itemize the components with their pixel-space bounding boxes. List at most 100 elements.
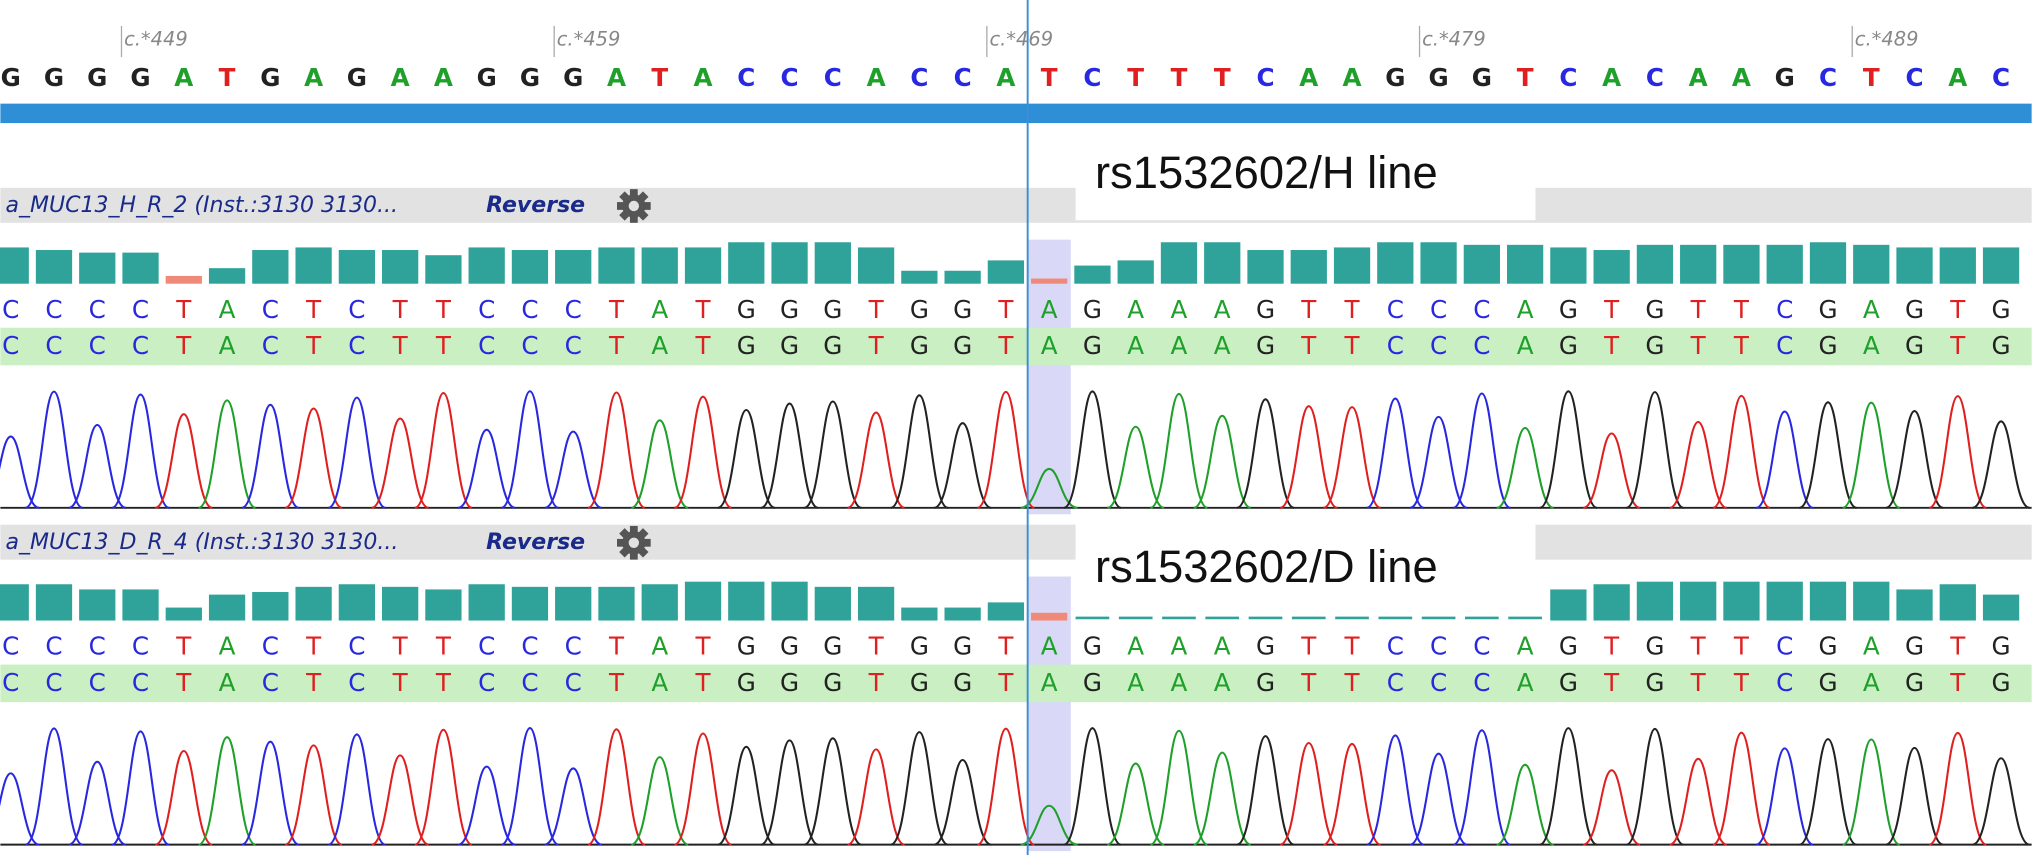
consensus-base: A <box>1127 668 1144 697</box>
quality-bar <box>1809 581 1847 621</box>
trace-peak <box>241 403 300 509</box>
consensus-base: T <box>305 668 322 697</box>
quality-bar <box>79 252 116 284</box>
quality-bar <box>165 607 202 621</box>
reference-base: A <box>434 63 453 92</box>
consensus-base: C <box>348 331 365 360</box>
quality-bar <box>1766 581 1803 621</box>
read-base: C <box>89 295 106 324</box>
read-base: C <box>521 632 538 661</box>
trace-peak <box>1409 752 1468 846</box>
consensus-base: T <box>1733 331 1750 360</box>
read-base: T <box>1733 295 1750 324</box>
read-base: A <box>1214 295 1231 324</box>
trace-peak <box>457 428 516 509</box>
trace-peak <box>544 430 603 509</box>
settings-icon[interactable] <box>617 189 651 223</box>
quality-bar <box>598 247 635 284</box>
reference-base: A <box>391 63 410 92</box>
consensus-base: G <box>1992 331 2011 360</box>
ruler-label: c.*469 <box>989 28 1053 51</box>
consensus-base: T <box>175 331 192 360</box>
trace-peak <box>1712 731 1771 846</box>
read-base: G <box>953 295 972 324</box>
quality-bar <box>857 247 895 284</box>
read-base: G <box>780 632 799 661</box>
reference-base: G <box>477 63 497 92</box>
trace-peak <box>1712 394 1771 509</box>
reference-base: T <box>1171 63 1188 92</box>
consensus-base: G <box>910 668 929 697</box>
consensus-base: A <box>1214 331 1231 360</box>
gear-tooth <box>629 525 638 537</box>
quality-bar <box>1680 244 1717 284</box>
reference-bar <box>0 103 2032 124</box>
quality-bar <box>1723 581 1760 621</box>
read-base: G <box>823 295 842 324</box>
consensus-base: C <box>478 668 495 697</box>
quality-bar <box>901 270 938 284</box>
trace-peak <box>1496 426 1555 509</box>
read-base: T <box>1344 632 1361 661</box>
consensus-base: C <box>1473 331 1490 360</box>
reference-base: A <box>607 63 626 92</box>
consensus-base: G <box>823 331 842 360</box>
read-base: C <box>1776 632 1793 661</box>
quality-bar <box>252 592 289 621</box>
trace-peak <box>327 396 386 509</box>
trace-peak <box>803 737 862 846</box>
track-header <box>0 187 2032 223</box>
consensus-base: C <box>45 331 62 360</box>
consensus-base: G <box>823 668 842 697</box>
consensus-base: T <box>868 331 885 360</box>
quality-bar <box>1896 589 1933 621</box>
consensus-base: C <box>132 331 149 360</box>
consensus-base: G <box>1992 668 2011 697</box>
trace-peak <box>500 727 559 846</box>
trace-peak <box>1149 729 1208 846</box>
quality-bar <box>1723 244 1760 284</box>
read-base: C <box>1430 295 1447 324</box>
settings-icon[interactable] <box>617 525 651 560</box>
trace-peak <box>1842 738 1901 846</box>
consensus-base: C <box>1387 668 1404 697</box>
consensus-base: G <box>1083 331 1102 360</box>
trace-peak <box>1366 397 1425 509</box>
read-base: A <box>1127 295 1144 324</box>
quality-bar <box>1809 242 1847 284</box>
read-base: C <box>2 295 19 324</box>
read-base: G <box>953 632 972 661</box>
consensus-base: T <box>1300 668 1317 697</box>
trace-peak <box>1842 401 1901 509</box>
trace-peak <box>1452 729 1511 846</box>
consensus-base: A <box>651 668 668 697</box>
trace-peak <box>1625 727 1684 846</box>
read-base: C <box>262 632 279 661</box>
quality-bar <box>1160 242 1198 284</box>
consensus-base: T <box>1690 331 1707 360</box>
quality-bar <box>252 250 289 284</box>
read-base: C <box>89 632 106 661</box>
read-base: G <box>1818 632 1837 661</box>
quality-bar <box>1896 247 1933 284</box>
consensus-base: G <box>737 331 756 360</box>
quality-bar <box>511 250 549 284</box>
read-base: C <box>1387 295 1404 324</box>
reference-base: C <box>1819 63 1837 92</box>
reference-base: C <box>1256 63 1274 92</box>
quality-bar <box>1853 581 1890 621</box>
reference-base: A <box>1948 63 1967 92</box>
consensus-base: T <box>868 668 885 697</box>
reference-base: A <box>174 63 193 92</box>
trace-peak <box>241 740 300 846</box>
read-base: G <box>1256 632 1275 661</box>
trace-peak <box>111 393 170 509</box>
trace-peak <box>111 730 170 846</box>
quality-bar <box>814 242 851 284</box>
consensus-base: G <box>910 331 929 360</box>
trace-peak <box>457 765 516 846</box>
quality-bar <box>468 584 505 621</box>
quality-bar <box>79 589 116 621</box>
quality-bar <box>295 586 332 621</box>
